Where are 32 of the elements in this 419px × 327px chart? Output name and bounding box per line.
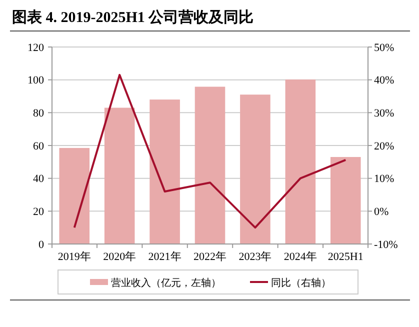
bar (285, 80, 316, 244)
x-tick-label: 2022年 (194, 251, 226, 263)
y-tick-label: 60 (33, 140, 44, 152)
y2-tick-label: 20% (374, 140, 394, 152)
bar (59, 148, 90, 244)
legend-label: 营业收入（亿元，左轴） (111, 277, 221, 289)
y2-tick-label: 0% (374, 206, 389, 218)
bar (240, 94, 270, 244)
bar (150, 100, 180, 244)
y2-tick-label: 30% (374, 108, 394, 120)
bar (330, 156, 361, 244)
y-tick-label: 0 (38, 238, 44, 251)
x-tick-label: 2025H1 (328, 251, 364, 263)
x-tick-label: 2023年 (238, 251, 272, 263)
y2-tick-label: 50% (374, 42, 394, 54)
chart-title: 图表 4. 2019-2025H1 公司营收及同比 (12, 9, 254, 26)
line-series (73, 74, 347, 229)
y-tick-label: 120 (28, 42, 44, 54)
y2-tick-label: 40% (374, 74, 394, 87)
x-tick-label: 2021年 (148, 251, 182, 263)
y2-tick-label: 10% (374, 173, 394, 186)
bar (104, 108, 135, 244)
y2-tick-label: -10% (374, 238, 398, 251)
x-tick-label: 2019年 (58, 251, 91, 263)
y-tick-label: 20 (33, 206, 44, 218)
bar (194, 86, 226, 244)
x-tick-label: 2024年 (284, 251, 317, 263)
y-tick-label: 40 (33, 173, 44, 186)
y-tick-label: 100 (28, 74, 44, 87)
legend-label: 同比（右轴） (271, 277, 331, 289)
x-tick-label: 2020年 (103, 251, 136, 263)
y-tick-label: 80 (33, 108, 44, 120)
